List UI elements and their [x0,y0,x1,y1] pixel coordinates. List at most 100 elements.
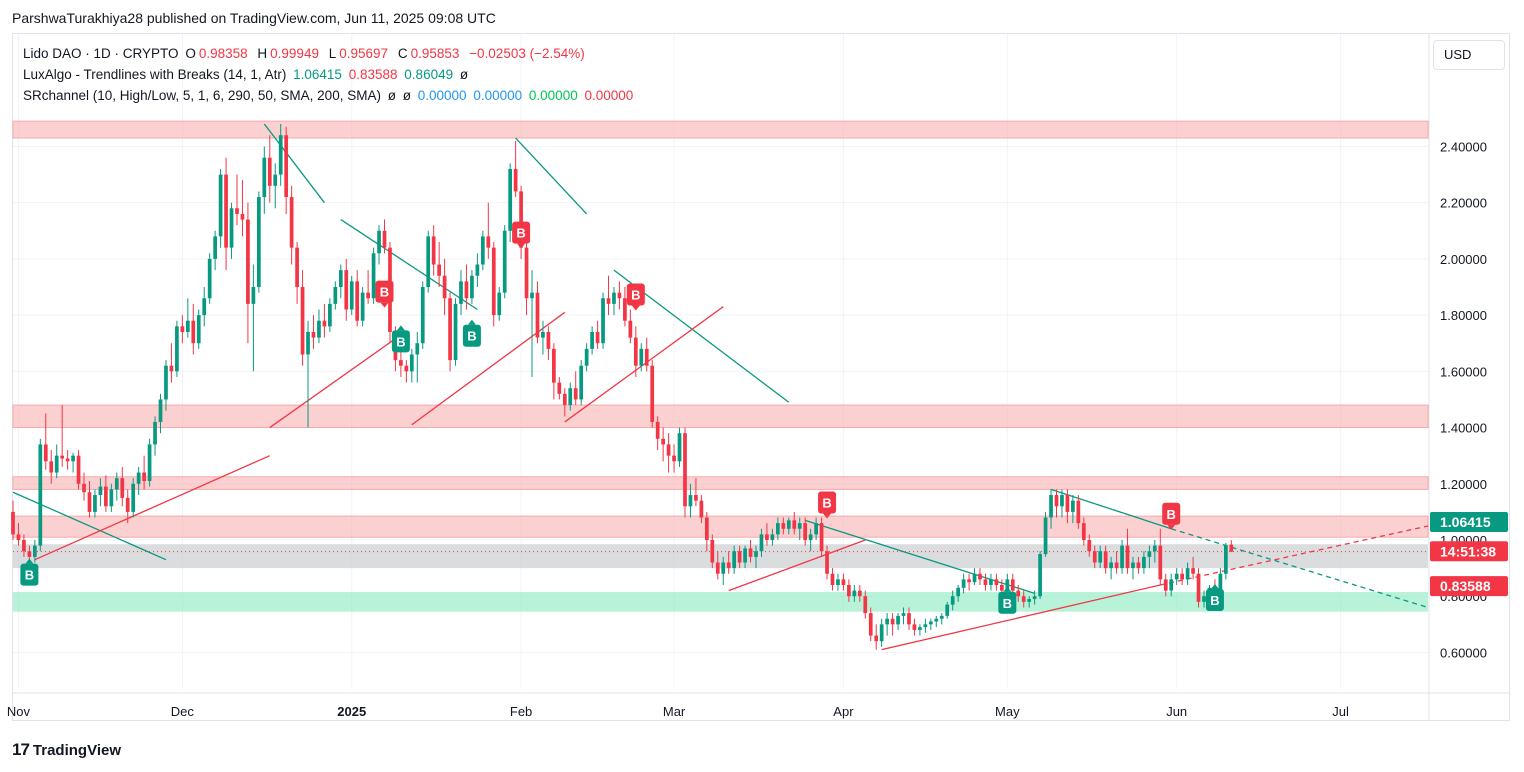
signal-pointer [380,302,389,308]
candle-body [1103,551,1108,569]
candle [344,258,349,321]
tradingview-brand: TradingView [32,741,122,759]
candle-body [699,500,704,518]
candle-body [1218,573,1223,591]
candle-body [644,348,649,366]
candle [278,123,283,186]
candle-body [491,247,496,316]
candle [956,584,961,602]
candle [808,528,813,552]
candle-body [606,298,611,304]
candle [196,309,201,349]
signal-pointer [25,558,34,564]
candle-body [1180,573,1185,580]
candle [1229,540,1234,553]
indicator-2-name[interactable]: SRchannel (10, High/Low, 5, 1, 6, 290, 5… [23,88,381,103]
candle-body [776,523,780,535]
candle [273,163,278,209]
candle [420,281,425,349]
candle-body [726,562,731,569]
candle [792,511,797,535]
candle [584,343,589,372]
candle [311,315,316,349]
candle-body [1136,562,1141,569]
signal-text: B [1003,596,1012,611]
candle-body [857,590,862,597]
candle [535,281,540,344]
candle [224,157,228,271]
candle [22,534,26,557]
candle-body [1060,495,1064,507]
candle [541,320,545,355]
candle-body [273,174,278,186]
candle-body [142,472,146,481]
candle-body [153,421,157,445]
candle-body [655,421,660,439]
symbol-name[interactable]: Lido DAO · 1D · CRYPTO [23,46,179,61]
candle-body [207,258,212,299]
candle [557,376,562,400]
signal-label: B [391,325,410,353]
candle-body [27,551,32,557]
candle [524,236,529,316]
tradingview-logo-icon: 17 [12,740,30,759]
signal-box [1205,588,1224,611]
candle-body [1043,517,1048,555]
signal-label: B [998,586,1017,614]
candle-body [557,382,562,394]
tradingview-logo[interactable]: 17 TradingView [12,740,121,760]
currency-button[interactable]: USD [1433,40,1505,70]
candle-body [781,523,786,529]
candle-body [229,208,234,248]
resistance-zone [12,404,1429,429]
candle [306,320,310,428]
candle-body [1027,599,1032,602]
candle [655,416,660,451]
candle [54,444,59,479]
uptrend-line [728,539,866,592]
legend-indicator-1[interactable]: LuxAlgo - Trendlines with Breaks (14, 1,… [23,65,471,85]
candle [874,624,879,650]
signal-pointer [467,319,476,325]
candle-body [710,540,715,563]
signal-label: B [462,319,481,347]
candle [1027,596,1032,608]
legend-symbol-row[interactable]: Lido DAO · 1D · CRYPTO O 0.98358 H 0.99949… [23,44,588,64]
candle [748,540,753,563]
candle [546,326,551,361]
signal-text: B [25,568,34,583]
indicator-1-name[interactable]: LuxAlgo - Trendlines with Breaks (14, 1,… [23,67,287,82]
candle-body [617,292,622,299]
candle-body [109,489,114,507]
candle [754,545,758,569]
candle-body [382,230,387,248]
candle-body [82,483,86,493]
candle [803,517,808,546]
candle [202,287,207,327]
candle [235,174,239,226]
candle-body [874,635,879,642]
signal-text: B [467,329,476,344]
candle-body [1142,556,1146,569]
change-value: −0.02503 (−2.54%) [469,46,585,61]
candle [672,444,676,473]
candle [1049,489,1053,529]
candle-body [934,618,939,622]
candle [994,573,999,591]
y-tick-label: 1.80000 [1440,308,1487,323]
signal-label: B [626,283,645,311]
candle [863,590,868,619]
candle-body [961,579,966,588]
candle [207,253,212,304]
candle [1174,568,1179,585]
candle [1038,551,1042,600]
x-tick-label: Jun [1166,704,1187,719]
candle-body [120,478,125,498]
candle [502,225,507,299]
candle [1185,562,1190,585]
candle-body [956,587,961,597]
candle [1142,551,1146,574]
legend-indicator-2[interactable]: SRchannel (10, High/Low, 5, 1, 6, 290, 5… [23,86,636,106]
candle-body [972,573,977,583]
